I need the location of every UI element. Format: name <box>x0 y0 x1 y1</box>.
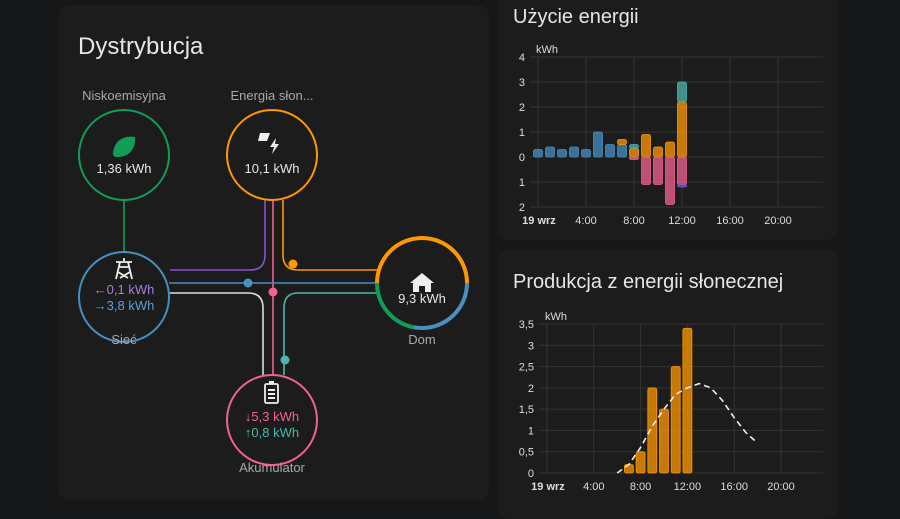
solar-production-card: Produkcja z energii słonecznej 3,5 3 2,5 2 1… <box>497 249 838 519</box>
y-tick-label: 0 <box>519 152 525 164</box>
bar-solar <box>665 141 675 158</box>
energy-flow-diagram <box>78 109 469 466</box>
solar-power-icon <box>258 133 279 154</box>
flow-dot <box>288 259 298 269</box>
home-icon <box>410 273 434 292</box>
flow-solar-home <box>282 200 377 271</box>
forecast-line <box>616 382 759 474</box>
y-tick-label: 2 <box>519 102 525 114</box>
bar-grid <box>581 149 591 158</box>
bar-solar <box>677 101 687 158</box>
bar-grid <box>557 149 567 158</box>
bar-grid <box>593 131 603 158</box>
solar-production-chart[interactable]: 3,5 3 2,5 2 1,5 1 0,5 019 wrz 4:00 8:00 12:00 16:00… <box>497 249 838 519</box>
flow-solar-grid <box>170 200 266 271</box>
battery-label: Akumulator <box>239 460 305 475</box>
y-tick-label: 4 <box>519 52 525 64</box>
grid-consumed-value[interactable]: →3,8 kWh <box>93 298 155 313</box>
bar-grid <box>533 149 543 158</box>
flow-battery-home <box>283 292 377 375</box>
bar-battery_in <box>665 156 675 205</box>
grid-label: Sieć <box>111 332 137 347</box>
bar-solar <box>635 451 646 474</box>
bar-battery_out <box>629 144 639 149</box>
bar-battery_in <box>653 156 663 185</box>
bar-solar <box>653 146 663 158</box>
x-tick-label: 8:00 <box>630 481 651 493</box>
x-tick-label: 8:00 <box>623 215 644 227</box>
y-tick-label: 2,5 <box>519 362 534 374</box>
x-tick-label: 16:00 <box>716 215 744 227</box>
bar-battery_in <box>677 156 687 185</box>
solar-value[interactable]: 10,1 kWh <box>244 161 300 176</box>
flow-dot <box>280 355 290 365</box>
bar-battery_in <box>641 156 651 185</box>
bar-grid <box>545 146 555 158</box>
y-tick-label: 1,5 <box>519 404 534 416</box>
x-tick-label: 4:00 <box>575 215 596 227</box>
home-value[interactable]: 9,3 kWh <box>398 291 446 306</box>
flow-grid-battery <box>169 292 264 375</box>
y-tick-label: 0 <box>528 468 534 480</box>
bar-grid <box>605 144 615 158</box>
bar-solar <box>682 327 693 474</box>
x-tick-label: 12:00 <box>668 215 696 227</box>
x-tick-label: 12:00 <box>674 481 702 493</box>
bar-grid_return <box>677 184 687 188</box>
x-tick-label: 19 wrz <box>531 481 565 493</box>
bar-solar <box>647 387 658 474</box>
y-tick-label: 2 <box>528 383 534 395</box>
battery-out-value[interactable]: ↑0,8 kWh <box>244 425 300 440</box>
y-tick-label: 0,5 <box>519 447 534 459</box>
y-tick-label: 1 <box>519 127 525 139</box>
y-tick-label: 3 <box>519 77 525 89</box>
grid-returned-value[interactable]: ←0,1 kWh <box>93 282 155 297</box>
distribution-card: Dystrybucja Niskoemisyjna Energia słon..… <box>58 5 489 500</box>
y-tick-label: 1 <box>519 177 525 189</box>
transmission-tower-icon <box>115 258 133 280</box>
bar-grid <box>617 144 627 158</box>
x-tick-label: 4:00 <box>583 481 604 493</box>
x-tick-label: 20:00 <box>764 215 792 227</box>
battery-circle <box>226 374 318 466</box>
flow-dot <box>268 287 278 297</box>
y-axis-unit: kWh <box>545 311 567 323</box>
home-label: Dom <box>408 332 436 347</box>
x-tick-label: 19 wrz <box>522 215 556 227</box>
card-title: Produkcja z energii słonecznej <box>513 271 784 293</box>
bar-solar <box>617 139 627 145</box>
y-tick-label: 3,5 <box>519 319 534 331</box>
x-tick-label: 20:00 <box>767 481 795 493</box>
y-tick-label: 1 <box>528 425 534 437</box>
solar-label: Energia słon... <box>230 88 314 103</box>
grid-circle <box>78 251 170 343</box>
low-carbon-value[interactable]: 1,36 kWh <box>96 161 152 176</box>
y-tick-label: 3 <box>528 340 534 352</box>
bar-solar <box>624 464 634 474</box>
card-title: Użycie energii <box>513 6 639 28</box>
y-tick-label: 2 <box>519 202 525 214</box>
bar-solar <box>659 408 669 474</box>
energy-usage-card: Użycie energii 4 3 2 1 0 1 2 19 wrz 4:00 8:00 12:0… <box>497 0 838 240</box>
leaf-icon <box>113 136 136 158</box>
solar-circle <box>226 109 318 201</box>
battery-in-value[interactable]: ↓5,3 kWh <box>244 409 300 424</box>
bar-grid <box>569 146 579 158</box>
x-tick-label: 16:00 <box>720 481 748 493</box>
home-circle <box>375 236 469 330</box>
flow-dot <box>243 278 253 288</box>
y-axis-unit: kWh <box>536 44 558 56</box>
bar-battery_in <box>629 156 639 160</box>
bar-solar <box>641 134 651 158</box>
bar-solar <box>670 366 681 474</box>
bar-battery_out <box>677 81 687 103</box>
low-carbon-label: Niskoemisyjna <box>82 88 166 103</box>
battery-icon <box>264 381 279 404</box>
bar-solar <box>629 147 639 158</box>
card-title: Dystrybucja <box>78 33 204 60</box>
